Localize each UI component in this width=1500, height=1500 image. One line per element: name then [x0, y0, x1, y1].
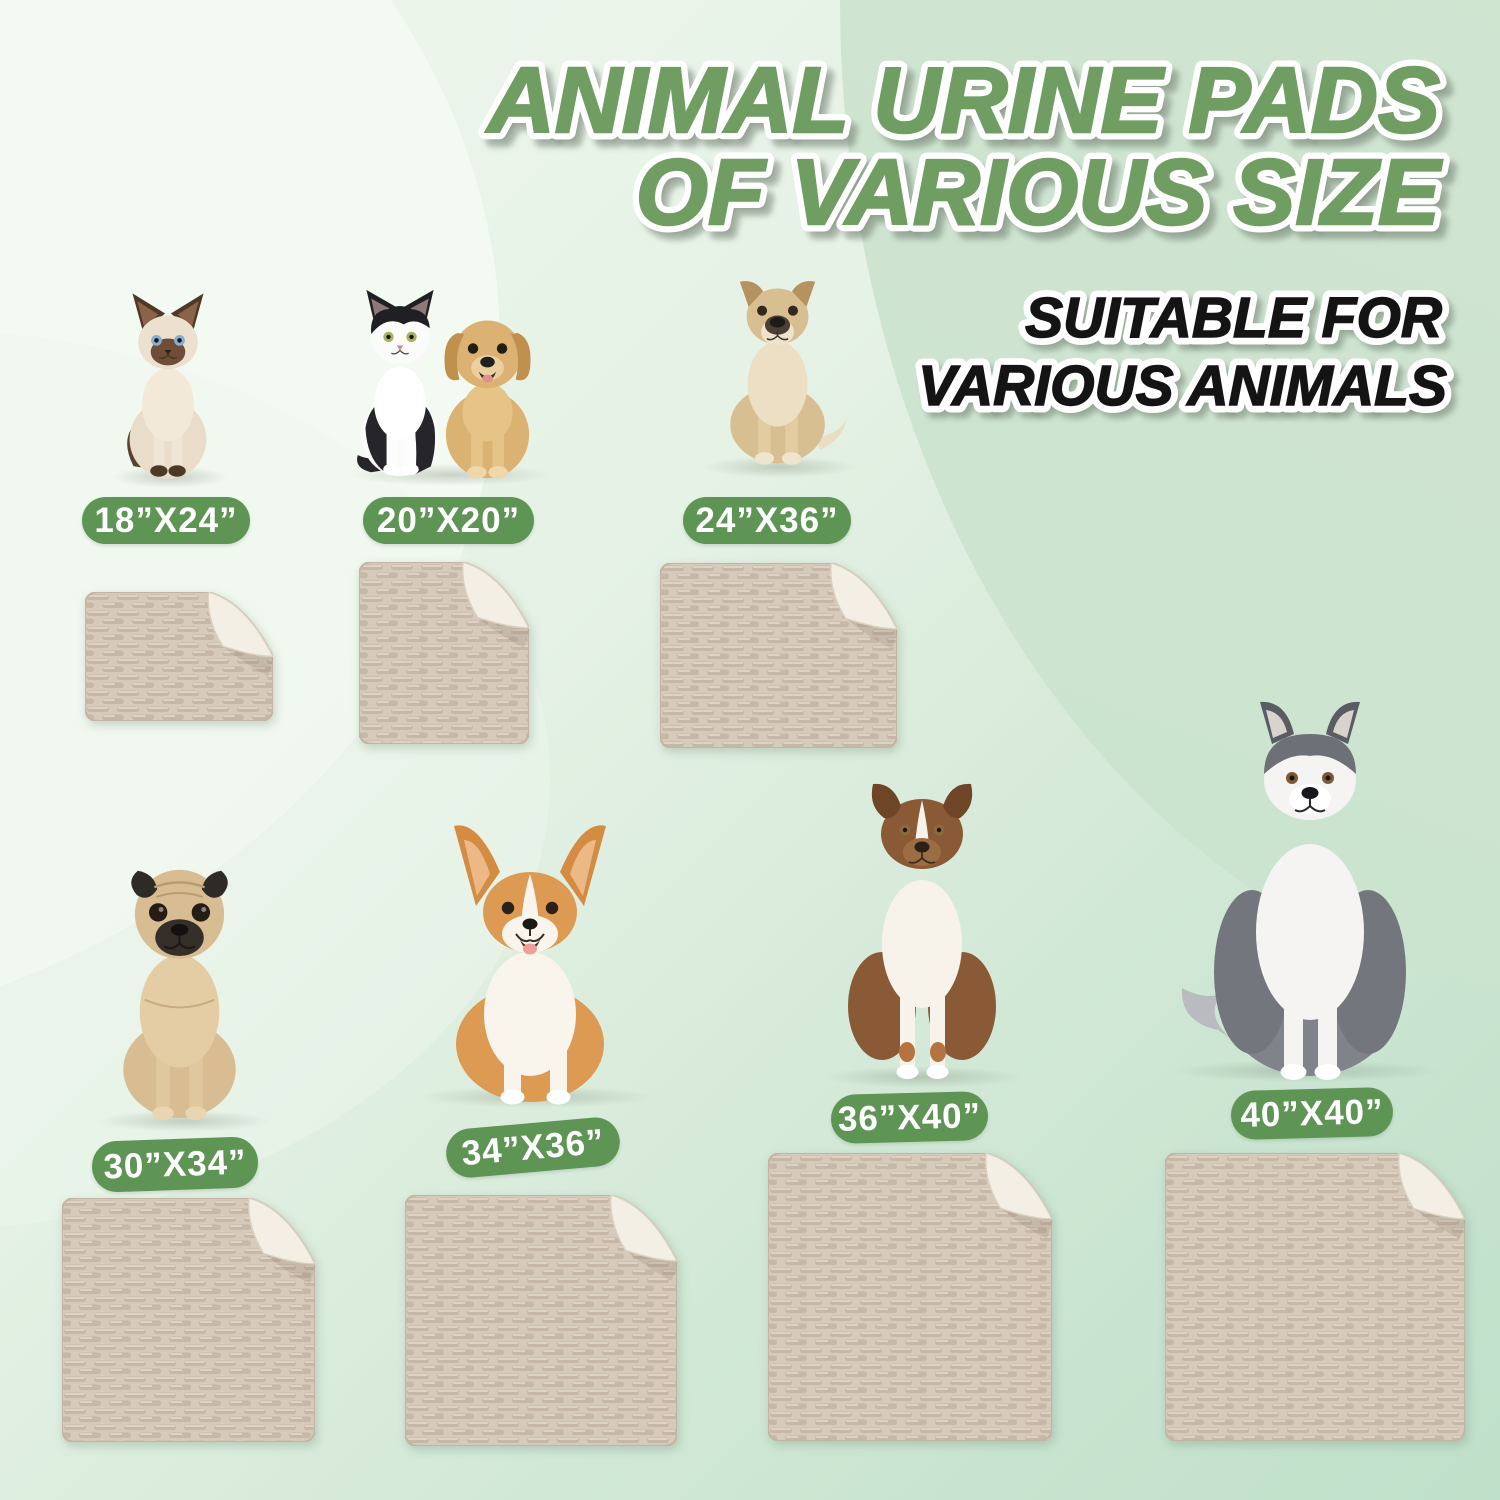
pee-pad-30x34-photo [62, 1198, 315, 1442]
page-title: ANIMAL URINE PADS OF VARIOUS SIZE SUITAB… [478, 41, 1459, 432]
tan-dog-photo [708, 270, 848, 472]
pee-pad-36x40-photo [768, 1153, 1052, 1441]
subtitle-line2-shadow: VARIOUS ANIMALS [923, 360, 1452, 424]
size-badge-label: 36”X40” [837, 1095, 982, 1139]
pee-pad-24x36-photo [660, 563, 897, 748]
title-line2-shadow: OF VARIOUS SIZE [643, 148, 1450, 252]
size-badge-24x36: 24”X36” [683, 497, 851, 544]
size-badge-30x34: 30”X34” [91, 1136, 259, 1193]
shadow [96, 1110, 272, 1132]
size-badge-label: 20”X20” [376, 500, 521, 540]
size-badge-40x40: 40”X40” [1230, 1086, 1394, 1141]
subtitle-line2-outline: VARIOUS ANIMALS [918, 354, 1447, 418]
title-line1: ANIMAL URINE PADS [486, 48, 1440, 152]
size-badge-label: 34”X36” [459, 1121, 606, 1173]
australian-shepherd-photo [832, 766, 1012, 1084]
title-line2-outline: OF VARIOUS SIZE [636, 140, 1443, 244]
shadow [824, 1066, 1022, 1088]
size-badge-20x20: 20”X20” [363, 497, 534, 544]
corgi-photo [424, 818, 648, 1110]
pee-pad-34x36-photo [405, 1195, 677, 1446]
husky-photo [1152, 700, 1444, 1082]
subtitle-line1-shadow: SUITABLE FOR [1030, 292, 1447, 356]
subtitle-line1-outline: SUITABLE FOR [1025, 286, 1442, 350]
pee-pad-40x40-photo [1165, 1153, 1465, 1441]
labrador-puppy [444, 320, 531, 479]
cat-and-puppy-photo [352, 278, 544, 485]
size-badge-label: 18”X24” [94, 500, 238, 540]
size-badge-36x40: 36”X40” [830, 1090, 989, 1145]
black-white-cat [357, 289, 439, 477]
pee-pad-20x20-photo [359, 562, 529, 744]
subtitle-line1: SUITABLE FOR [1025, 286, 1442, 350]
shadow [702, 456, 858, 478]
title-line1-shadow: ANIMAL URINE PADS [493, 56, 1447, 160]
size-badge-label: 40”X40” [1239, 1091, 1385, 1135]
size-badge-18x24: 18”X24” [82, 497, 250, 544]
title-line2: OF VARIOUS SIZE [636, 140, 1443, 244]
siamese-cat-photo [120, 287, 216, 485]
pug-photo [100, 852, 260, 1128]
title-line1-outline: ANIMAL URINE PADS [486, 48, 1440, 152]
size-badge-label: 30”X34” [102, 1142, 248, 1186]
size-badge-label: 24”X36” [695, 500, 839, 540]
size-badge-34x36: 34”X36” [444, 1115, 622, 1180]
pee-pad-18x24-photo [85, 592, 273, 721]
subtitle-line2: VARIOUS ANIMALS [918, 354, 1447, 418]
